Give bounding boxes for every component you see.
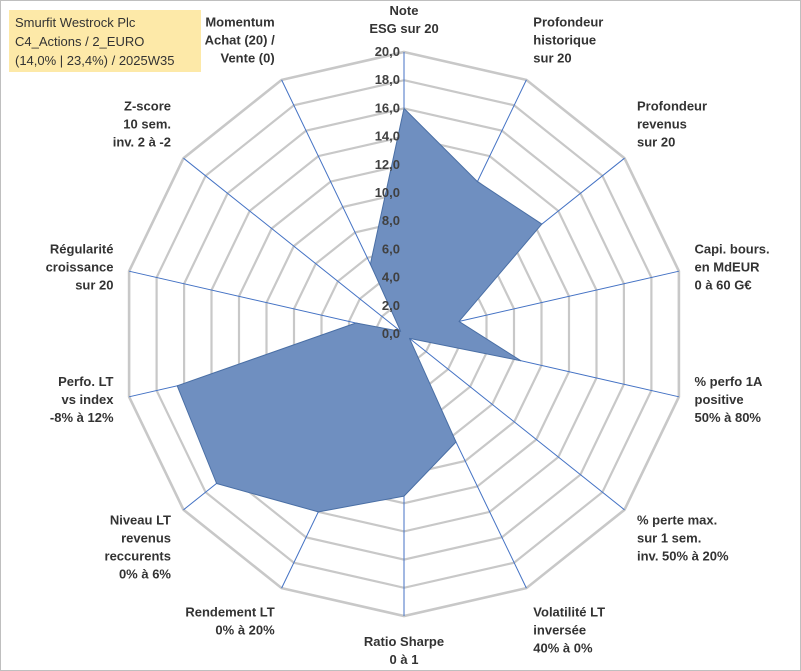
axis-label: Capi. bours. en MdEUR 0 à 60 G€ <box>695 241 770 292</box>
axis-label: Ratio Sharpe 0 à 1 <box>364 634 444 667</box>
axis-label-line: 10 sem. <box>123 116 171 131</box>
axis-label: Note ESG sur 20 <box>369 3 438 36</box>
axis-label-line: ESG sur 20 <box>369 21 438 36</box>
axis-label: Perfo. LT vs index -8% à 12% <box>50 374 114 425</box>
series <box>176 107 543 513</box>
axis-label-line: inversée <box>533 623 586 638</box>
series-area <box>176 107 543 513</box>
axis-label-line: Profondeur <box>533 15 603 30</box>
axis-label-line: croissance <box>46 259 114 274</box>
axis-label-line: reccurents <box>105 548 171 563</box>
axis-label-line: Note <box>390 3 419 18</box>
title-line-stats: (14,0% | 23,4%) / 2025W35 <box>15 53 175 68</box>
axis-label-line: Capi. bours. <box>695 241 770 256</box>
axis-label-line: Niveau LT <box>110 512 171 527</box>
axis-spoke <box>403 333 625 511</box>
axis-label-line: positive <box>695 392 744 407</box>
axis-label: Régularité croissance sur 20 <box>46 241 114 292</box>
axis-label-line: Profondeur <box>637 98 707 113</box>
tick-label: 2,0 <box>382 298 400 313</box>
title-line-category: C4_Actions / 2_EURO <box>15 34 145 49</box>
chart-title-box: Smurfit Westrock Plc C4_Actions / 2_EURO… <box>9 10 201 72</box>
axis-label-line: vs index <box>61 392 114 407</box>
axis-label-line: 0% à 20% <box>215 623 275 638</box>
axis-label-line: Achat (20) / <box>205 33 275 48</box>
axis-label-line: 40% à 0% <box>533 641 593 656</box>
axis-label-line: -8% à 12% <box>50 410 114 425</box>
tick-labels: 0,0 2,0 4,0 6,0 8,0 10,0 12,0 14,0 16,0 18,0 20,0 <box>375 44 400 341</box>
axis-label: Niveau LT revenus reccurents 0% à 6% <box>105 512 172 581</box>
axis-labels: Note ESG sur 20 Profondeur historique sur 20… <box>46 3 770 667</box>
tick-label: 18,0 <box>375 72 400 87</box>
axis-label: Rendement LT 0% à 20% <box>185 605 275 638</box>
axis-label-line: % perte max. <box>637 512 717 527</box>
tick-label: 14,0 <box>375 129 400 144</box>
axis-label-line: Vente (0) <box>221 51 275 66</box>
axis-label: % perfo 1A positive 50% à 80% <box>695 374 764 425</box>
axis-label-line: historique <box>533 33 596 48</box>
tick-label: 8,0 <box>382 213 400 228</box>
axis-label-line: Momentum <box>205 15 274 30</box>
axis-label: Z-score 10 sem. inv. 2 à -2 <box>113 98 171 149</box>
axis-label-line: sur 1 sem. <box>637 530 701 545</box>
axis-label-line: inv. 50% à 20% <box>637 548 729 563</box>
tick-label: 20,0 <box>375 44 400 59</box>
axis-label-line: revenus <box>637 116 687 131</box>
axis-label-line: Volatilité LT <box>533 605 605 620</box>
tick-label: 4,0 <box>382 270 400 285</box>
axis-label-line: en MdEUR <box>695 259 761 274</box>
axis-label-line: 50% à 80% <box>695 410 762 425</box>
axis-label-line: Régularité <box>50 241 114 256</box>
axis-label-line: sur 20 <box>533 51 571 66</box>
tick-label: 12,0 <box>375 157 400 172</box>
tick-label: 10,0 <box>375 185 400 200</box>
axis-label-line: Z-score <box>124 98 171 113</box>
axis-label-line: Rendement LT <box>185 605 274 620</box>
axis-label-line: revenus <box>121 530 171 545</box>
axis-label: Profondeur historique sur 20 <box>533 15 603 66</box>
axis-label-line: sur 20 <box>637 134 675 149</box>
axis-label-line: Perfo. LT <box>58 374 113 389</box>
axis-label: Profondeur revenus sur 20 <box>637 98 707 149</box>
axis-label-line: % perfo 1A <box>695 374 764 389</box>
title-line-company: Smurfit Westrock Plc <box>15 15 136 30</box>
axis-label-line: 0% à 6% <box>119 566 171 581</box>
axis-label-line: sur 20 <box>75 277 113 292</box>
axis-label-line: inv. 2 à -2 <box>113 134 171 149</box>
tick-label: 6,0 <box>382 241 400 256</box>
axis-label: Momentum Achat (20) / Vente (0) <box>205 15 275 66</box>
tick-label: 0,0 <box>382 326 400 341</box>
axis-label: Volatilité LT inversée 40% à 0% <box>533 605 605 656</box>
axis-label-line: 0 à 60 G€ <box>695 277 752 292</box>
tick-label: 16,0 <box>375 100 400 115</box>
axis-spoke <box>183 157 405 335</box>
axis-label-line: Ratio Sharpe <box>364 634 444 649</box>
axis-label-line: 0 à 1 <box>390 652 419 667</box>
axis-label: % perte max. sur 1 sem. inv. 50% à 20% <box>637 512 729 563</box>
